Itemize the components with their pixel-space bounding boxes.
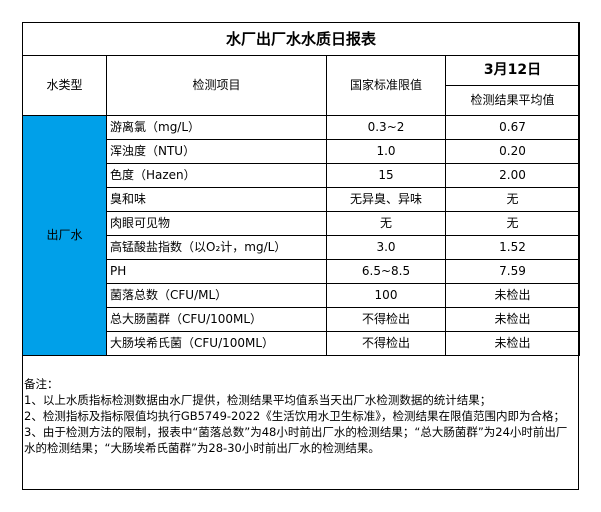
header-date: 3月12日 xyxy=(444,55,581,86)
note-line: 3、由于检测方法的限制，报表中“菌落总数”为48小时前出厂水的检测结果；“总大肠… xyxy=(24,425,568,455)
item-cell: 高锰酸盐指数（以O₂计，mg/L） xyxy=(106,235,327,260)
table-row: 色度（Hazen） 15 2.00 xyxy=(23,163,581,188)
result-cell: 无 xyxy=(444,187,581,212)
result-cell: 无 xyxy=(444,211,581,236)
item-cell: 臭和味 xyxy=(106,187,327,212)
table-row: PH 6.5~8.5 7.59 xyxy=(23,259,581,284)
item-cell: 大肠埃希氏菌（CFU/100ML） xyxy=(106,331,327,356)
item-cell: 色度（Hazen） xyxy=(106,163,327,188)
limit-cell: 15 xyxy=(326,163,446,188)
item-cell: 浑浊度（NTU） xyxy=(106,139,327,164)
table-row: 臭和味 无异臭、异味无 xyxy=(23,187,581,212)
limit-cell: 1.0 xyxy=(326,139,446,164)
item-cell: 肉眼可见物 xyxy=(106,211,327,236)
limit-cell: 不得检出 xyxy=(326,307,446,332)
water-type-cell: 出厂水 xyxy=(22,115,107,356)
water-quality-table: 水厂出厂水水质日报表 水类型 检测项目 国家标准限值 3月12日 检测结果平均值… xyxy=(21,22,581,356)
table-row: 浑浊度（NTU） 1.0 0.20 xyxy=(23,139,581,164)
item-cell: PH xyxy=(106,259,327,284)
table-row: 总大肠菌群（CFU/100ML） 不得检出 未检出 xyxy=(23,307,581,332)
result-cell: 7.59 xyxy=(444,259,581,284)
item-cell: 菌落总数（CFU/ML） xyxy=(106,283,327,308)
result-cell: 2.00 xyxy=(444,163,581,188)
note-line: 2、检测指标及指标限值均执行GB5749-2022《生活饮用水卫生标准》，检测结… xyxy=(24,409,566,423)
table-row: 肉眼可见物无无 xyxy=(23,211,581,236)
item-cell: 游离氯（mg/L） xyxy=(106,115,327,140)
limit-cell: 3.0 xyxy=(326,235,446,260)
notes: 备注： 1、以上水质指标检测数据由水厂提供，检测结果平均值系当天出厂水检测数据的… xyxy=(24,376,576,456)
limit-cell: 6.5~8.5 xyxy=(326,259,446,284)
header-result: 检测结果平均值 xyxy=(444,85,581,116)
result-cell: 未检出 xyxy=(444,283,581,308)
report-title: 水厂出厂水水质日报表 xyxy=(21,22,581,56)
result-cell: 未检出 xyxy=(444,331,581,356)
table-row: 出厂水 游离氯（mg/L） 0.3~2 0.67 xyxy=(22,115,581,356)
limit-cell: 无 xyxy=(326,211,446,236)
header-limit: 国家标准限值 xyxy=(326,55,446,116)
item-cell: 总大肠菌群（CFU/100ML） xyxy=(106,307,327,332)
header-water-type: 水类型 xyxy=(22,55,107,116)
limit-cell: 不得检出 xyxy=(326,331,446,356)
result-cell: 1.52 xyxy=(444,235,581,260)
note-line: 1、以上水质指标检测数据由水厂提供，检测结果平均值系当天出厂水检测数据的统计结果… xyxy=(24,393,492,407)
table-row: 菌落总数（CFU/ML） 100 未检出 xyxy=(23,283,581,308)
result-cell: 0.20 xyxy=(444,139,581,164)
limit-cell: 无异臭、异味 xyxy=(326,187,446,212)
limit-cell: 100 xyxy=(326,283,446,308)
limit-cell: 0.3~2 xyxy=(326,115,446,140)
table-row: 高锰酸盐指数（以O₂计，mg/L） 3.0 1.52 xyxy=(23,235,581,260)
result-cell: 0.67 xyxy=(444,115,581,140)
result-cell: 未检出 xyxy=(444,307,581,332)
table-row: 大肠埃希氏菌（CFU/100ML） 不得检出 未检出 xyxy=(23,331,581,356)
notes-heading: 备注： xyxy=(24,377,59,391)
header-item: 检测项目 xyxy=(106,55,327,116)
